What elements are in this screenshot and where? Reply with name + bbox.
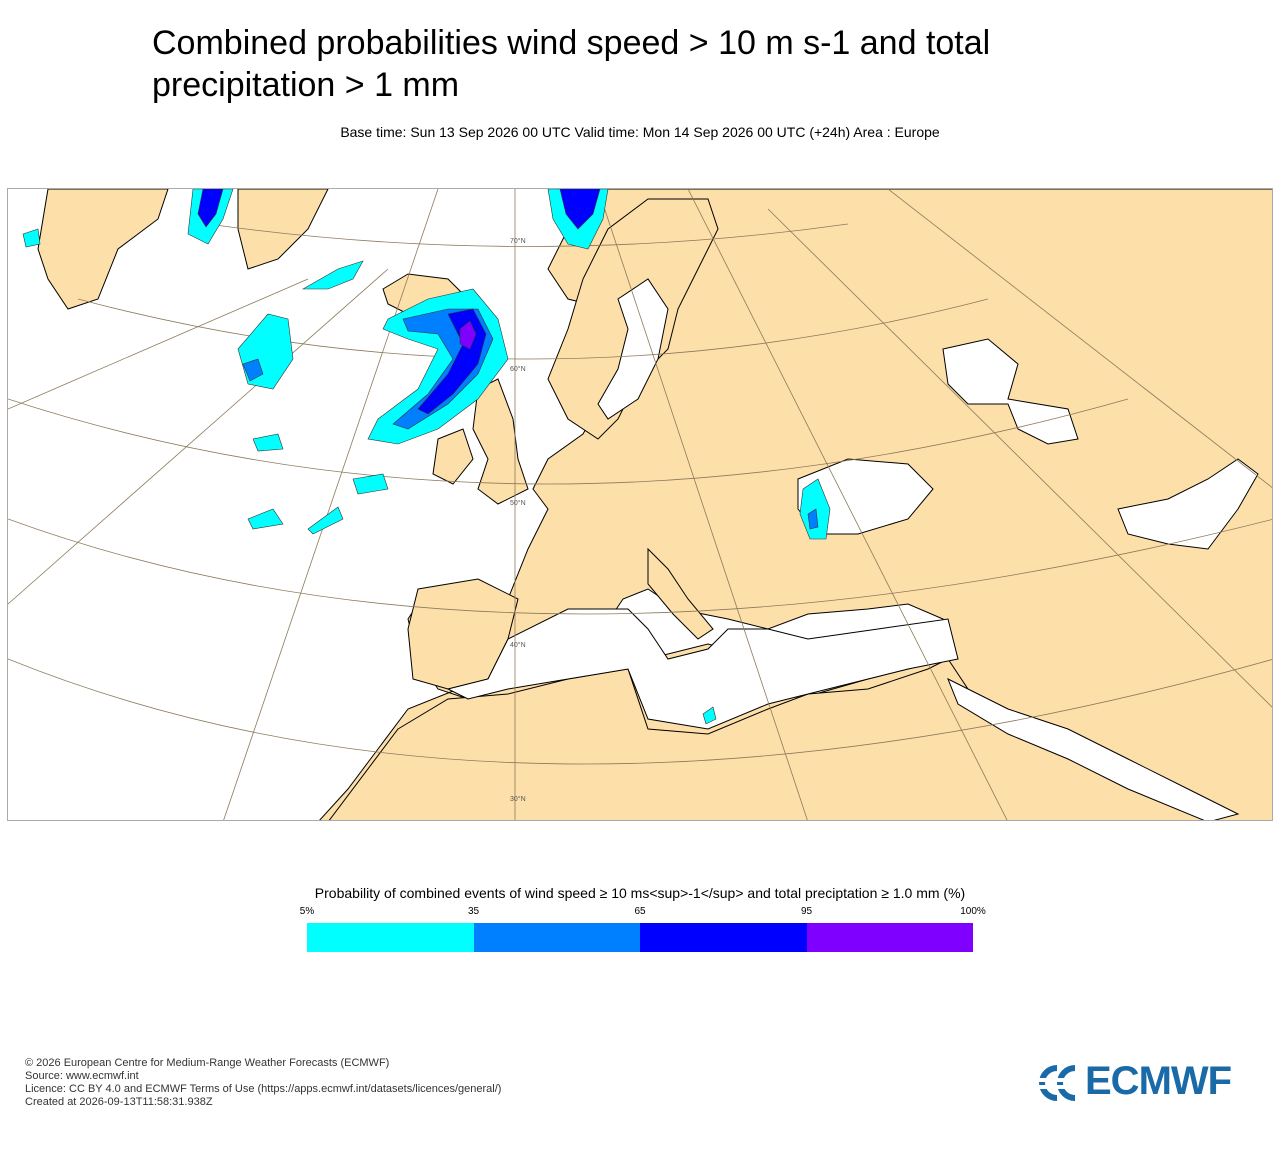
land-great-britain xyxy=(472,378,529,505)
legend-swatch-35-65 xyxy=(473,923,640,952)
persian-gulf xyxy=(1117,458,1259,550)
legend-tick-100: 100% xyxy=(960,906,986,917)
legend-ticks: 5% 35 65 95 100% xyxy=(300,906,986,920)
ecmwf-logo-text: ECMWF xyxy=(1085,1059,1232,1103)
legend-title: Probability of combined events of wind s… xyxy=(314,885,966,901)
meridian-e20 xyxy=(687,189,1008,820)
lat-label-30: 30°N xyxy=(510,795,526,803)
legend-swatch-65-95 xyxy=(640,923,807,952)
prob-area-atlantic-5 xyxy=(247,508,284,530)
lat-label-60: 60°N xyxy=(510,365,526,373)
parallel-50 xyxy=(8,398,1129,485)
parallel-70 xyxy=(207,223,849,247)
footer-licence[interactable]: Licence: CC BY 4.0 and ECMWF Terms of Us… xyxy=(25,1083,502,1095)
footer-copyright: © 2026 European Centre for Medium-Range … xyxy=(25,1057,390,1069)
caspian-sea xyxy=(942,338,1079,445)
footer-source[interactable]: Source: www.ecmwf.int xyxy=(25,1070,139,1082)
ecmwf-logo-icon xyxy=(1031,1065,1081,1101)
title-line-2: precipitation > 1 mm xyxy=(152,66,460,104)
prob-area-atlantic-2-inner xyxy=(242,358,264,382)
footer-credits: © 2026 European Centre for Medium-Range … xyxy=(25,1057,501,1109)
footer-created: Created at 2026-09-13T11:58:31.938Z xyxy=(25,1096,213,1108)
legend-swatch-95-100 xyxy=(806,923,973,952)
title-line-1: Combined probabilities wind speed > 10 m… xyxy=(152,24,991,62)
lat-labels: 70°N 60°N 50°N 40°N 30°N xyxy=(510,237,526,803)
lat-label-70: 70°N xyxy=(510,237,526,245)
meridian-e30 xyxy=(767,208,1272,708)
meridian-e10 xyxy=(597,189,808,820)
legend-swatch-5-35 xyxy=(307,923,474,952)
meridian-w10 xyxy=(223,189,439,820)
prob-area-atlantic-1 xyxy=(301,260,364,290)
prob-area-atlantic-6 xyxy=(307,506,344,535)
parallel-30 xyxy=(8,658,1272,765)
legend-colorbar xyxy=(307,923,973,952)
land-italy xyxy=(647,547,714,640)
prob-area-atlantic-2 xyxy=(237,313,294,390)
parallel-60 xyxy=(77,298,989,360)
probability-fields xyxy=(22,189,831,725)
prob-area-greenland-inner xyxy=(197,189,224,228)
prob-area-labrador xyxy=(22,228,41,248)
forecast-map[interactable]: 70°N 60°N 50°N 40°N 30°N xyxy=(7,188,1273,821)
red-sea-gulf xyxy=(947,677,1240,820)
water-bodies xyxy=(446,278,1259,820)
mediterranean-sea xyxy=(446,608,959,730)
legend-tick-35: 35 xyxy=(467,906,480,917)
prob-area-atlantic-4 xyxy=(352,473,389,495)
meridian-w30 xyxy=(8,278,309,410)
ecmwf-logo: ECMWF xyxy=(1027,1059,1257,1104)
map-subtitle: Base time: Sun 13 Sep 2026 00 UTC Valid … xyxy=(340,124,940,140)
map-canvas: 70°N 60°N 50°N 40°N 30°N xyxy=(8,189,1272,820)
prob-area-mediterranean xyxy=(702,706,717,725)
graticule xyxy=(8,189,1272,820)
prob-area-norway-inner xyxy=(559,189,601,230)
legend-tick-65: 65 xyxy=(634,906,646,917)
prob-area-north-atlantic-95 xyxy=(459,320,477,350)
prob-area-black-sea xyxy=(799,478,831,540)
baltic-sea xyxy=(597,278,669,420)
meridian-e40 xyxy=(887,189,1272,488)
land-ireland xyxy=(432,428,474,485)
meridian-w20 xyxy=(8,268,389,605)
parallel-40 xyxy=(8,518,1272,615)
legend-tick-95: 95 xyxy=(800,906,813,917)
lat-label-50: 50°N xyxy=(510,499,526,507)
map-title: Combined probabilities wind speed > 10 m… xyxy=(152,22,1152,106)
land-greenland xyxy=(37,189,169,310)
prob-area-black-sea-inner xyxy=(807,508,819,530)
land-greenland-east xyxy=(237,189,329,270)
prob-area-atlantic-3 xyxy=(252,433,284,452)
legend-tick-5: 5% xyxy=(299,906,315,917)
lat-label-40: 40°N xyxy=(510,641,526,649)
